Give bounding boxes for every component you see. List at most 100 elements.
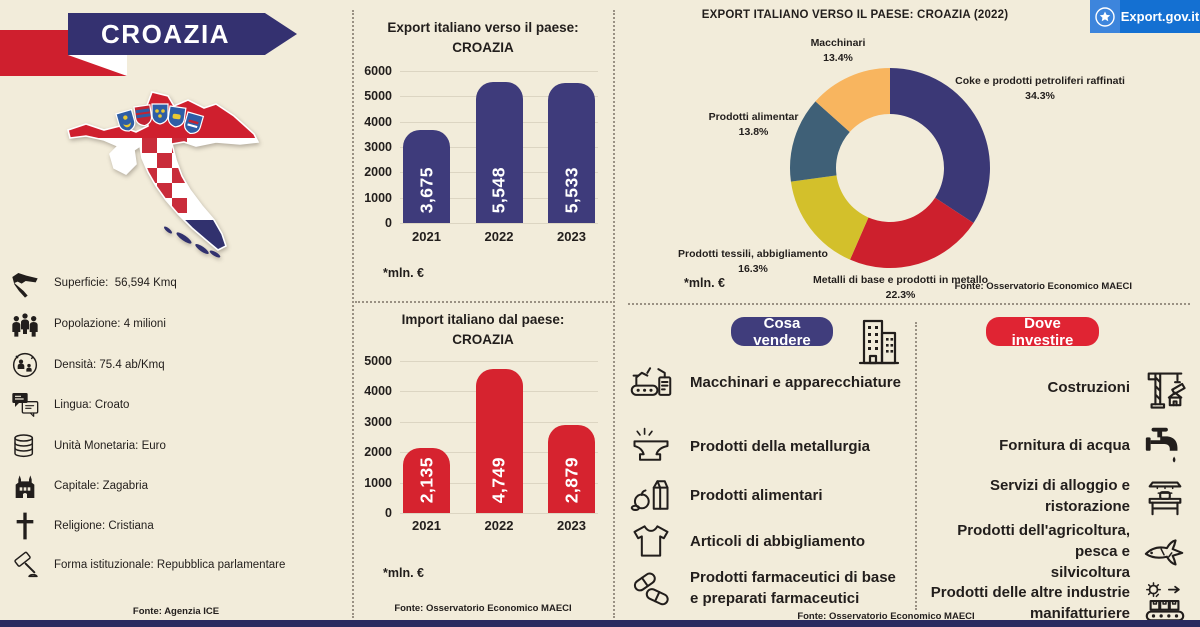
- export-y-axis: 0 1000 2000 3000 4000 5000 6000: [356, 64, 400, 230]
- invest-item-manifatturiere: Prodotti delle altre industrie manifattur…: [920, 580, 1188, 626]
- gridline: [400, 223, 598, 224]
- export-donut-chart: [789, 68, 991, 269]
- export-unit-note: *mln. €: [383, 266, 424, 280]
- export-plot-area: 3,675 5,548 5,533: [400, 71, 598, 224]
- donut-label-metalli: Metalli di base e prodotti in metallo 22.…: [812, 274, 989, 301]
- export-chart-title: Export italiano verso il paese: CROAZIA: [387, 20, 579, 55]
- fact-popolazione: Popolazione: 4 milioni: [8, 304, 348, 344]
- fact-densita: Densità: 75.4 ab/Kmq: [8, 345, 348, 385]
- country-banner: CROAZIA: [68, 13, 297, 55]
- invest-item-acqua: Fornitura di acqua: [920, 422, 1188, 468]
- gridline: [400, 361, 598, 362]
- export-gov-logo[interactable]: Export.gov.it: [1090, 0, 1200, 33]
- fact-superficie: Superficie: 56,594 Kmq: [8, 263, 348, 303]
- population-icon: [8, 307, 42, 341]
- faucet-icon: [1142, 422, 1188, 468]
- fact-religione: Religione: Cristiana: [8, 506, 348, 546]
- metallurgy-icon: [628, 423, 674, 469]
- machinery-icon: [628, 359, 674, 405]
- sell-item-farmaceutici: Prodotti farmaceutici di base e preparati…: [628, 562, 896, 614]
- language-icon: [8, 388, 42, 422]
- buildings-icon: [856, 317, 902, 374]
- fact-moneta: Unità Monetaria: Euro: [8, 426, 348, 466]
- import-y-axis: 0 1000 2000 3000 4000 5000: [356, 354, 400, 520]
- bottom-bar: [0, 620, 1200, 627]
- y-tick-label: 1000: [364, 475, 392, 490]
- gridline: [400, 513, 598, 514]
- y-tick-label: 5000: [364, 354, 392, 368]
- donut-label-alimentari: Prodotti alimentar 13.8%: [708, 111, 799, 138]
- donut-segment: [790, 175, 869, 260]
- donut-segment: [850, 197, 974, 269]
- sell-item-macchinari: Macchinari e apparecchiature: [628, 358, 901, 406]
- import-unit-note: *mln. €: [383, 566, 424, 580]
- logo-text: Export.gov.it: [1120, 9, 1200, 24]
- fish-icon: [1142, 528, 1188, 574]
- government-icon: [8, 548, 42, 582]
- import-bar-2021: 2,135: [403, 448, 450, 513]
- donut-label-coke: Coke e prodotti petroliferi raffinati 34.…: [955, 75, 1125, 102]
- import-chart-title: Import italiano dal paese: CROAZIA: [401, 312, 565, 347]
- y-tick-label: 0: [385, 506, 392, 520]
- gridline: [400, 71, 598, 72]
- capital-icon: [8, 469, 42, 503]
- export-x-axis: 2021 2022 2023: [412, 229, 586, 244]
- invest-item-agricoltura: Prodotti dell'agricoltura, pesca e silvic…: [920, 522, 1188, 581]
- donut-segment: [815, 68, 890, 132]
- export-bar-chart: 0 1000 2000 3000 4000 5000 6000 3,675 5,548 5,…: [356, 64, 598, 230]
- donut-chart-title: EXPORT ITALIANO VERSO IL PAESE: CROAZIA …: [701, 9, 1009, 21]
- sell-item-metallurgia: Prodotti della metallurgia: [628, 422, 870, 470]
- import-bar-2023: 2,879: [548, 425, 595, 513]
- import-x-axis: 2021 2022 2023: [412, 518, 586, 533]
- import-bar-chart: 0 1000 2000 3000 4000 5000 2,135 4,749 2,879: [356, 354, 598, 520]
- lists-divider: [915, 322, 917, 610]
- italy-emblem-icon: [1090, 0, 1120, 33]
- religion-icon: [8, 509, 42, 543]
- import-source: Fonte: Osservatorio Economico MAECI: [394, 603, 572, 614]
- donut-segment: [890, 68, 991, 223]
- clothing-icon: [628, 518, 674, 564]
- invest-button[interactable]: Dove investire: [986, 315, 1099, 349]
- donut-label-macchinari: Macchinari 13.4%: [810, 37, 866, 64]
- donut-source: Fonte: Osservatorio Economico MAECI: [954, 281, 1132, 292]
- croatia-map-icon: [8, 266, 42, 300]
- donut-segment: [789, 101, 850, 182]
- y-tick-label: 6000: [364, 64, 392, 78]
- restaurant-icon: [1142, 473, 1188, 519]
- y-tick-label: 3000: [364, 414, 392, 429]
- islands: [163, 226, 221, 258]
- export-bar-2021: 3,675: [403, 130, 450, 223]
- y-tick-label: 4000: [364, 114, 392, 129]
- pharma-icon: [628, 565, 674, 611]
- y-tick-label: 0: [385, 216, 392, 230]
- crane-icon: [1142, 364, 1188, 410]
- charts-divider: [355, 301, 612, 303]
- donut-label-tessili: Prodotti tessili, abbigliamento 16.3%: [678, 248, 828, 275]
- y-tick-label: 2000: [364, 445, 392, 460]
- divider-left: [352, 10, 354, 618]
- export-bar-2023: 5,533: [548, 83, 595, 223]
- donut-unit-note: *mln. €: [684, 276, 725, 290]
- y-tick-label: 1000: [364, 190, 392, 205]
- sell-item-abbigliamento: Articoli di abbigliamento: [628, 518, 865, 564]
- y-tick-label: 4000: [364, 384, 392, 399]
- invest-item-costruzioni: Costruzioni: [920, 364, 1188, 410]
- right-panel-divider: [628, 303, 1190, 305]
- crest-shields: [115, 103, 205, 135]
- facts-source: Fonte: Agenzia ICE: [132, 606, 220, 617]
- sell-source: Fonte: Osservatorio Economico MAECI: [797, 611, 975, 622]
- croatia-flag-map: [67, 91, 260, 258]
- y-tick-label: 3000: [364, 140, 392, 154]
- fact-capitale: Capitale: Zagabria: [8, 466, 348, 506]
- y-tick-label: 2000: [364, 165, 392, 180]
- fact-lingua: Lingua: Croato: [8, 385, 348, 425]
- y-tick-label: 5000: [364, 89, 392, 104]
- sell-button[interactable]: Cosa vendere: [731, 315, 833, 349]
- import-bar-2022: 4,749: [475, 369, 523, 513]
- currency-icon: [8, 429, 42, 463]
- export-bar-2022: 5,548: [475, 82, 523, 223]
- sell-item-alimentari: Prodotti alimentari: [628, 472, 823, 518]
- fact-forma-istituzionale: Forma istituzionale: Repubblica parlamen…: [8, 545, 348, 585]
- divider-mid: [613, 10, 615, 618]
- invest-item-alloggio: Servizi di alloggio e ristorazione: [920, 473, 1188, 519]
